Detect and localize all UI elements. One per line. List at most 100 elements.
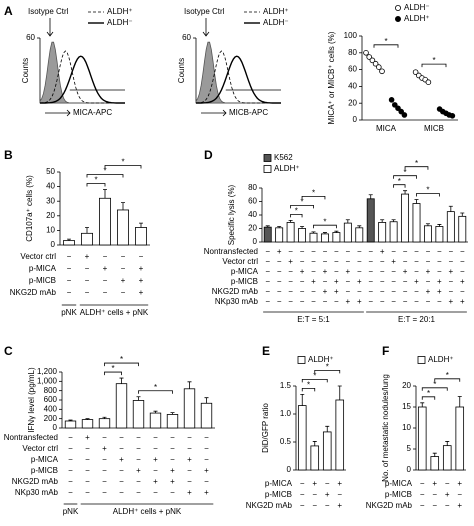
error-bar [136, 396, 141, 401]
condition-mark: + [170, 466, 175, 475]
condition-mark: − [136, 444, 141, 453]
panel-label: E [262, 344, 270, 358]
y-axis-label: MICA⁺ or MICB⁺ cells (%) [327, 31, 336, 124]
x-arrow [45, 109, 71, 117]
significance-label: * [111, 364, 114, 373]
condition-mark: − [368, 287, 373, 296]
bar [322, 431, 332, 471]
significance-bracket [104, 362, 139, 367]
condition-mark: + [414, 277, 419, 286]
condition-mark: − [85, 477, 90, 486]
condition-mark: − [391, 287, 396, 296]
condition-mark: − [391, 267, 396, 276]
condition-label: Nontransfected [4, 433, 58, 442]
bar [423, 225, 432, 243]
condition-mark: − [323, 297, 328, 306]
y-tick-label: 10 [402, 423, 411, 432]
bar [435, 226, 444, 243]
error-bar [403, 190, 408, 195]
condition-mark: − [448, 277, 453, 286]
condition-mark: − [139, 252, 144, 261]
condition-mark: − [334, 257, 339, 266]
data-point [449, 113, 456, 119]
condition-mark: − [420, 479, 425, 488]
data-point [395, 105, 401, 112]
bar [446, 211, 455, 243]
error-bar [68, 419, 73, 421]
data-point [366, 54, 373, 60]
condition-mark: + [445, 490, 450, 499]
bar [417, 406, 427, 471]
condition-mark: − [311, 297, 316, 306]
group-label: E:T = 5:1 [297, 315, 330, 324]
condition-mark: − [312, 501, 317, 510]
bar [115, 383, 128, 429]
significance-label: * [121, 158, 124, 167]
condition-mark: + [323, 287, 328, 296]
bar [166, 414, 179, 429]
error-bar [312, 441, 317, 446]
bar [401, 193, 410, 243]
condition-mark: − [368, 267, 373, 276]
y-tick-label: 20 [348, 98, 357, 107]
condition-mark: + [448, 267, 453, 276]
condition-mark: − [204, 455, 209, 464]
condition-mark: − [414, 297, 419, 306]
condition-mark: − [68, 477, 73, 486]
condition-label: p-MICA [265, 479, 293, 488]
significance-bracket [421, 387, 448, 391]
panel-label: B [4, 148, 13, 162]
condition-mark: − [323, 257, 328, 266]
significance-bracket [301, 388, 316, 392]
legend-label: ALDH⁻ [107, 18, 133, 27]
condition-mark: + [300, 267, 305, 276]
condition-mark: + [187, 455, 192, 464]
error-bar [265, 225, 270, 228]
condition-mark: + [457, 501, 462, 510]
condition-mark: − [460, 267, 465, 276]
condition-mark: + [334, 277, 339, 286]
error-bar [334, 230, 339, 233]
legend-marker [394, 15, 401, 22]
y-tick-label: 10 [46, 226, 55, 235]
legend-swatch [417, 356, 426, 364]
condition-label: NKG2D mAb [212, 287, 259, 296]
condition-mark: − [103, 252, 108, 261]
error-bar [204, 397, 209, 404]
x-axis-label: MICA-APC [73, 108, 112, 117]
significance-label: * [120, 355, 123, 364]
condition-mark: − [187, 444, 192, 453]
significance-bracket [290, 205, 314, 209]
condition-mark: − [204, 444, 209, 453]
condition-mark: − [420, 490, 425, 499]
condition-mark: − [67, 276, 72, 285]
y-tick-label: 200 [44, 414, 58, 423]
condition-mark: − [288, 277, 293, 286]
condition-mark: − [68, 455, 73, 464]
condition-mark: − [437, 297, 442, 306]
condition-mark: − [457, 490, 462, 499]
significance-bracket [434, 378, 461, 382]
bar [335, 399, 345, 471]
bar [455, 406, 465, 471]
aldh-neg-curve [196, 55, 281, 104]
condition-mark: − [153, 466, 158, 475]
data-point [369, 57, 376, 64]
condition-mark: + [139, 264, 144, 273]
condition-mark: − [85, 264, 90, 273]
y-axis-label: DiD/GFP ratio [261, 403, 270, 453]
condition-mark: − [368, 257, 373, 266]
bar [430, 456, 440, 471]
condition-mark: − [119, 433, 124, 442]
y-axis-label: CD107a⁺ cells (%) [25, 175, 34, 242]
condition-mark: − [119, 466, 124, 475]
error-bar [288, 220, 293, 223]
bar [81, 232, 93, 246]
bar [99, 197, 111, 246]
panel-label: D [204, 148, 213, 162]
condition-mark: − [432, 490, 437, 499]
error-bar [391, 219, 396, 222]
group-label: pNK [61, 308, 77, 317]
condition-mark: − [437, 257, 442, 266]
condition-mark: − [325, 501, 330, 510]
